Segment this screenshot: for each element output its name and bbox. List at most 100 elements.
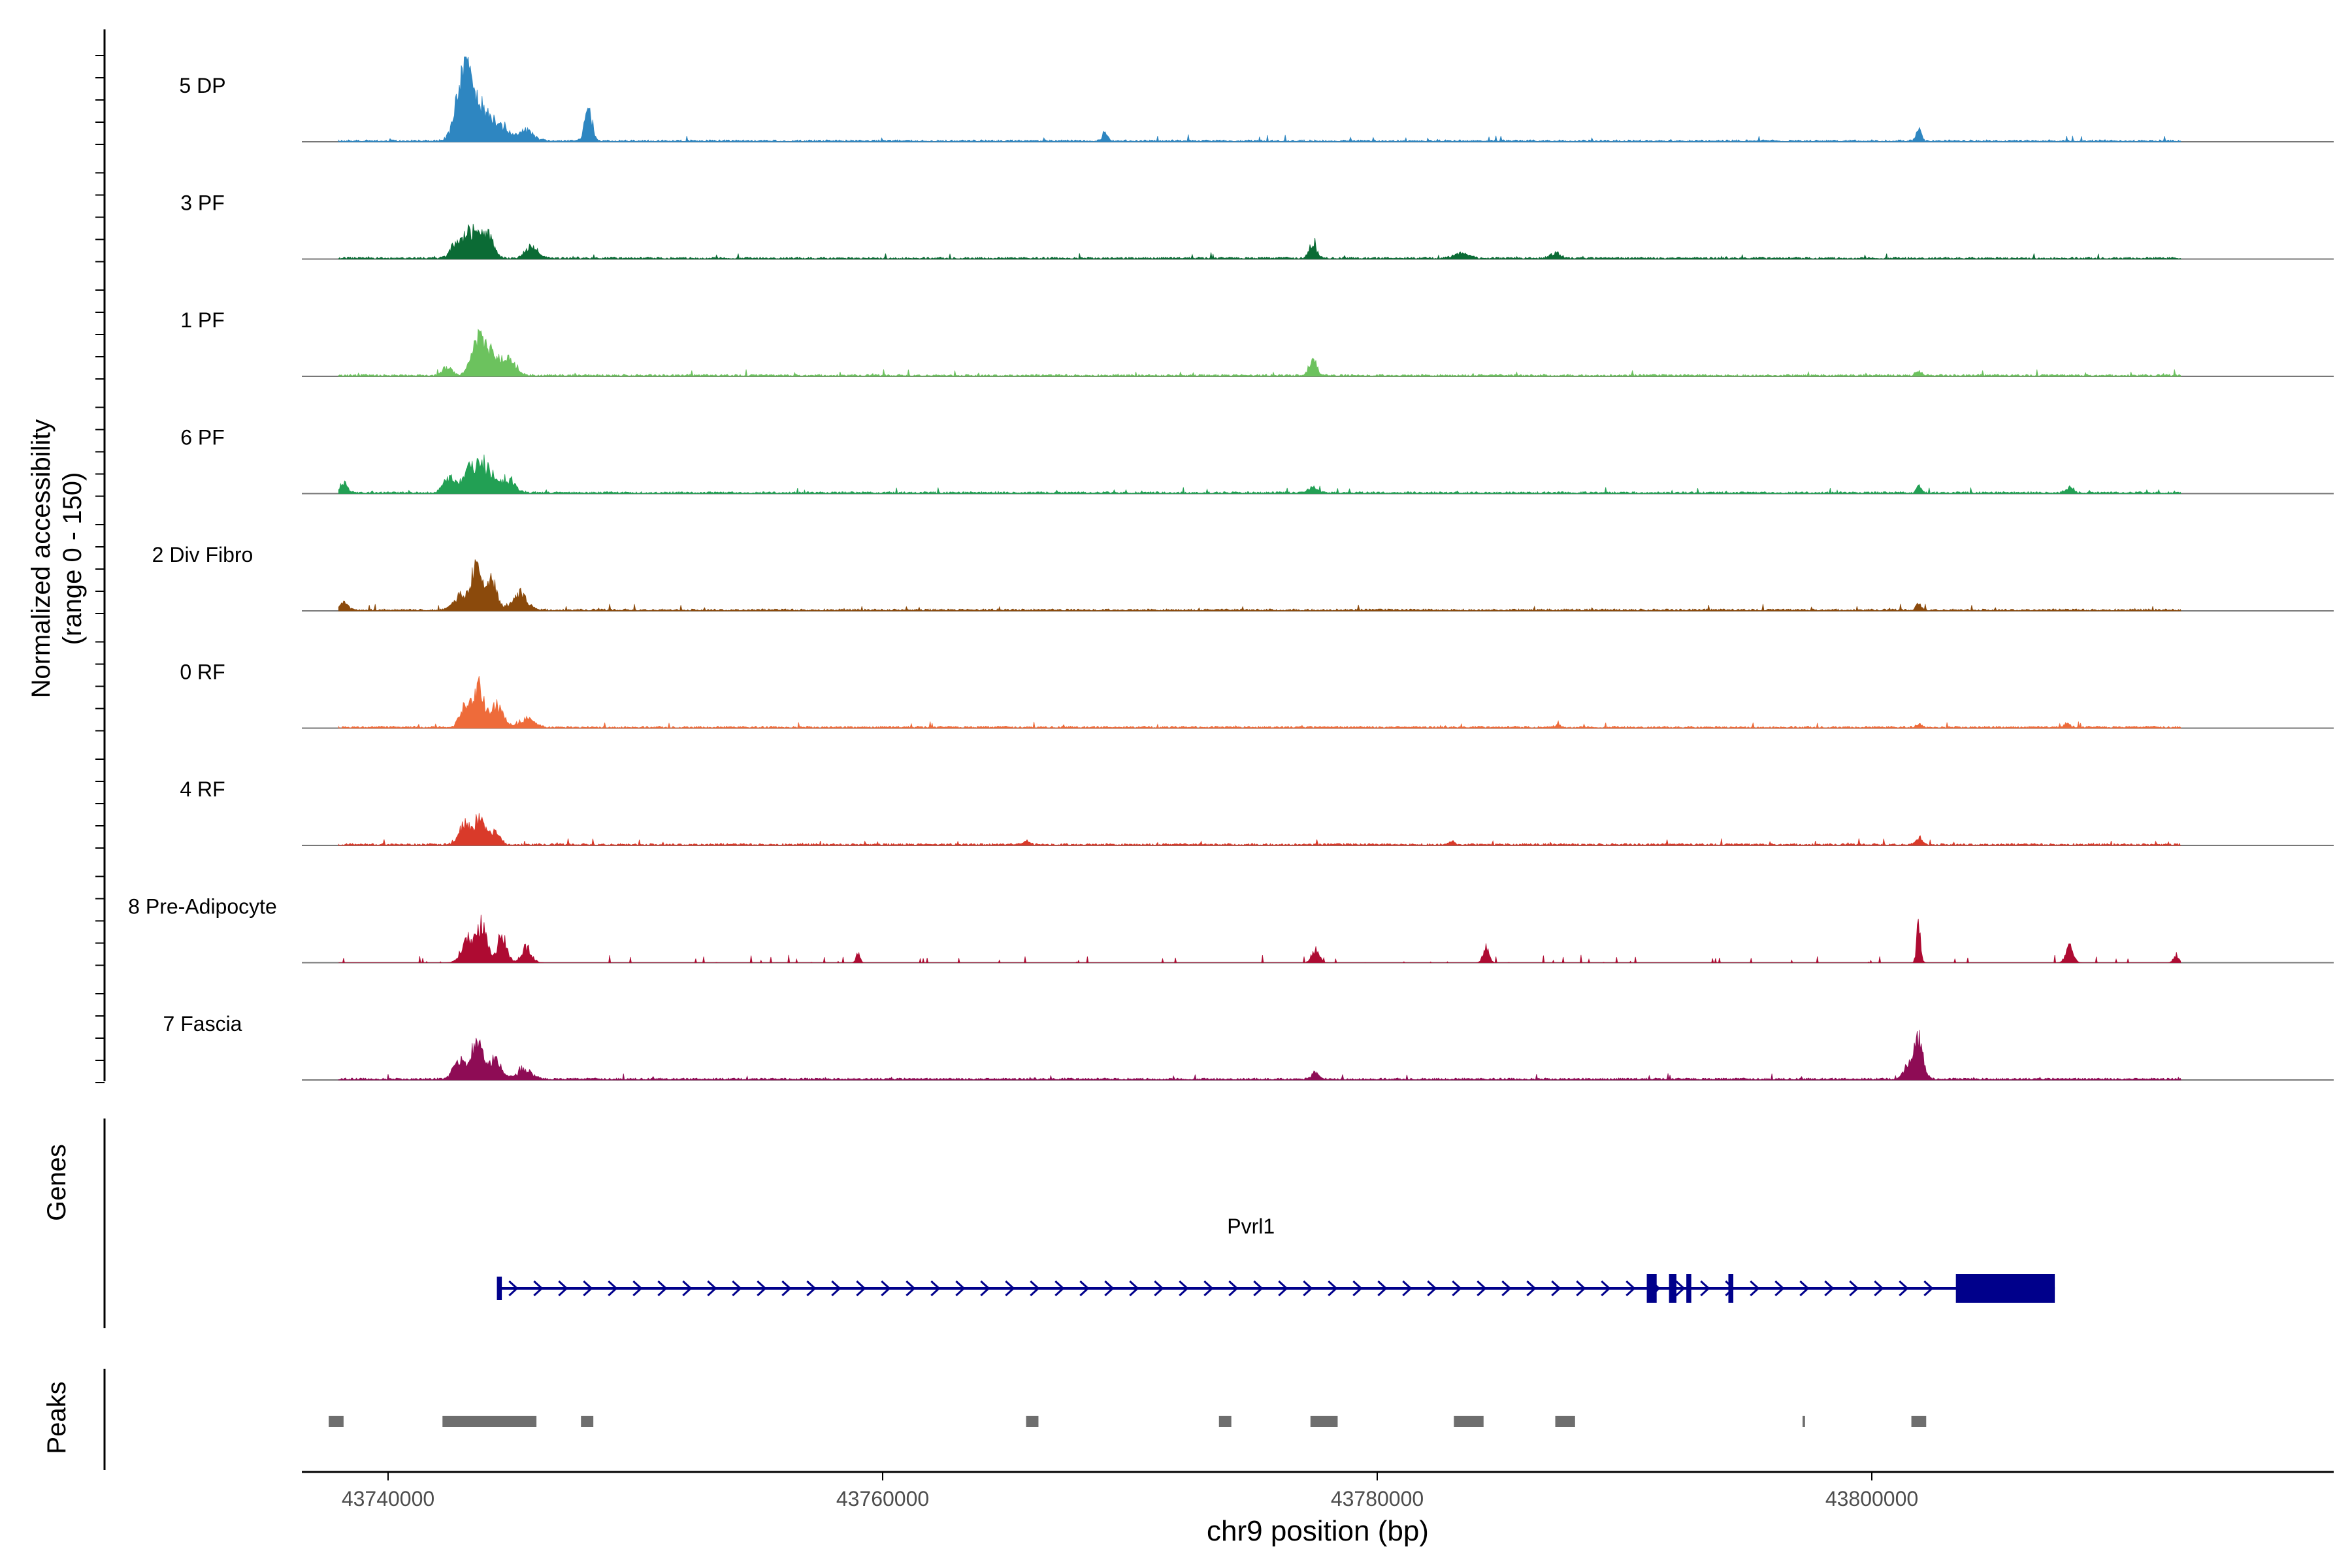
strand-arrow — [1551, 1280, 1561, 1297]
track-2-div-fibro: 2 Div Fibro — [152, 543, 2334, 612]
coverage-area — [338, 676, 2181, 729]
strand-arrow — [657, 1280, 668, 1297]
strand-arrow — [1750, 1280, 1760, 1297]
strand-arrow — [930, 1280, 941, 1297]
exon — [1669, 1274, 1676, 1303]
strand-arrow — [831, 1280, 841, 1297]
track-6-pf: 6 PF — [180, 426, 2334, 495]
peak-region — [1803, 1416, 1805, 1427]
x-axis-ticks: 43740000 43760000 43780000 43800000 — [342, 1472, 1918, 1511]
strand-arrow — [1377, 1280, 1388, 1297]
track-7-fascia: 7 Fascia — [163, 1012, 2334, 1081]
strand-arrow — [1054, 1280, 1065, 1297]
genes-panel-title: Genes — [42, 1144, 71, 1221]
track-1-pf: 1 PF — [180, 308, 2334, 377]
track-label: 1 PF — [180, 308, 225, 332]
peak-region — [1218, 1416, 1232, 1427]
coverage-area — [338, 329, 2181, 377]
strand-arrow — [632, 1280, 643, 1297]
strand-arrow — [1477, 1280, 1487, 1297]
peak-region — [329, 1416, 344, 1427]
strand-arrow — [1303, 1280, 1313, 1297]
y-axis-title-line1: Normalized accessibility — [27, 419, 56, 698]
x-tick-label: 43780000 — [1331, 1487, 1424, 1511]
track-5-dp: 5 DP — [179, 56, 2334, 142]
strand-arrow — [906, 1280, 916, 1297]
strand-arrow — [1774, 1280, 1785, 1297]
track-label: 6 PF — [180, 426, 225, 449]
exon — [1728, 1274, 1734, 1303]
strand-arrow — [1005, 1280, 1015, 1297]
coverage-tracks: 5 DP 3 PF 1 PF 6 PF 2 Div Fibro 0 RF 4 RF 8 Pre… — [128, 56, 2334, 1081]
coverage-area — [338, 1030, 2181, 1081]
exon — [1686, 1274, 1691, 1303]
strand-arrow — [757, 1280, 767, 1297]
track-label: 2 Div Fibro — [152, 543, 253, 566]
strand-arrow — [1402, 1280, 1413, 1297]
strand-arrow — [856, 1280, 866, 1297]
strand-arrow — [1030, 1280, 1040, 1297]
track-label: 7 Fascia — [163, 1012, 242, 1036]
strand-arrow — [1899, 1280, 1909, 1297]
strand-arrow — [1625, 1280, 1636, 1297]
x-tick-label: 43800000 — [1825, 1487, 1918, 1511]
strand-arrow — [980, 1280, 990, 1297]
peak-region — [1555, 1416, 1575, 1427]
strand-arrow — [707, 1280, 717, 1297]
strand-arrow — [1501, 1280, 1512, 1297]
strand-arrow — [1824, 1280, 1835, 1297]
strand-arrow — [1179, 1280, 1189, 1297]
strand-arrow — [508, 1280, 519, 1297]
strand-arrow — [1427, 1280, 1437, 1297]
strand-arrow — [1452, 1280, 1462, 1297]
x-axis-title: chr9 position (bp) — [1207, 1515, 1429, 1547]
exon — [497, 1277, 502, 1300]
strand-arrow — [1526, 1280, 1537, 1297]
strand-arrow — [1154, 1280, 1164, 1297]
strand-arrow — [1328, 1280, 1338, 1297]
gene-name-label: Pvrl1 — [1227, 1215, 1275, 1238]
strand-arrow — [1725, 1280, 1735, 1297]
x-tick-label: 43760000 — [836, 1487, 929, 1511]
track-label: 3 PF — [180, 191, 225, 215]
gene-model: Pvrl1 — [497, 1215, 2055, 1303]
strand-arrow — [1352, 1280, 1363, 1297]
strand-arrow — [1874, 1280, 1884, 1297]
coverage-area — [338, 56, 2181, 142]
peak-region — [442, 1416, 537, 1427]
strand-arrow — [682, 1280, 693, 1297]
strand-arrow — [1228, 1280, 1239, 1297]
strand-arrow — [1576, 1280, 1586, 1297]
exon — [1955, 1274, 2055, 1303]
strand-arrow — [558, 1280, 568, 1297]
y-axis-title-line2: (range 0 - 150) — [58, 472, 87, 645]
coverage-area — [338, 454, 2181, 495]
peak-region — [1911, 1416, 1927, 1427]
peaks-panel-title: Peaks — [42, 1381, 71, 1454]
peak-region — [1310, 1416, 1338, 1427]
strand-arrow — [1278, 1280, 1288, 1297]
strand-arrow — [1923, 1280, 1934, 1297]
coverage-area — [338, 813, 2181, 846]
strand-arrow — [881, 1280, 891, 1297]
strand-arrow — [583, 1280, 593, 1297]
strand-arrow — [781, 1280, 792, 1297]
strand-arrow — [1203, 1280, 1214, 1297]
strand-arrow — [1253, 1280, 1264, 1297]
strand-arrow — [533, 1280, 544, 1297]
strand-arrow — [955, 1280, 966, 1297]
strand-arrow — [1601, 1280, 1611, 1297]
peak-region — [581, 1416, 594, 1427]
track-label: 4 RF — [180, 777, 225, 801]
strand-arrow — [1849, 1280, 1859, 1297]
strand-arrow — [608, 1280, 618, 1297]
coverage-area — [338, 559, 2181, 612]
strand-arrow — [732, 1280, 742, 1297]
strand-arrow — [1675, 1280, 1686, 1297]
exon — [1646, 1274, 1657, 1303]
track-label: 5 DP — [179, 74, 225, 97]
track-3-pf: 3 PF — [180, 191, 2334, 260]
strand-arrow — [806, 1280, 817, 1297]
peak-region — [1026, 1416, 1039, 1427]
